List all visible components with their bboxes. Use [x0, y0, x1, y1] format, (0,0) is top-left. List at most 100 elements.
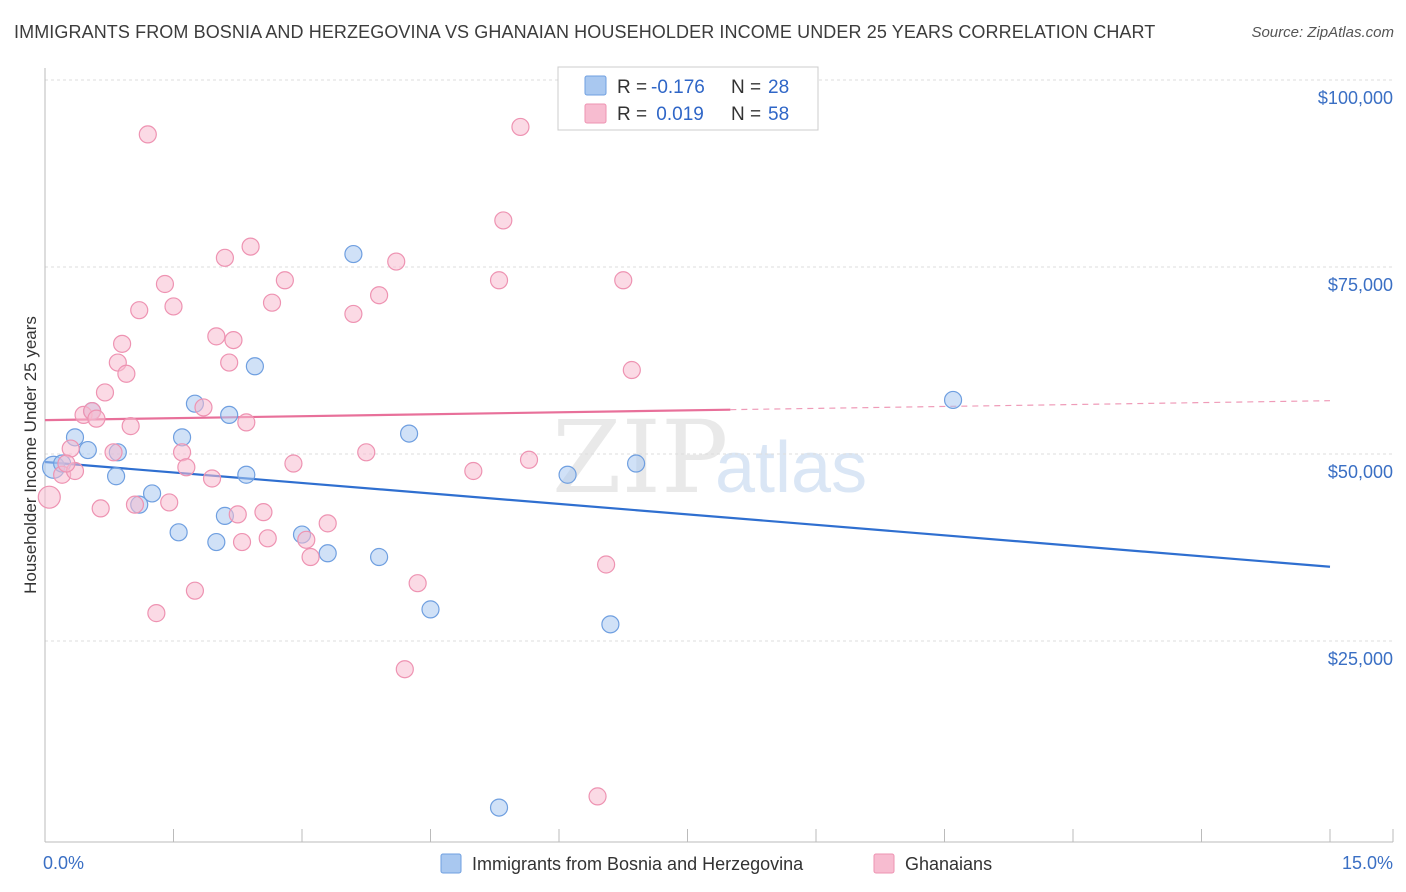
ghanaian-point-19 [172, 443, 192, 462]
bosnia-point-24 [943, 390, 963, 410]
bosnia-point-18 [399, 424, 419, 443]
ghanaian-point-40 [370, 286, 389, 305]
y-axis-title: Householder Income Under 25 years [21, 316, 40, 594]
bosnia-point-25 [78, 440, 97, 460]
bosnia-point-6 [142, 484, 162, 503]
ghanaian-point-6 [91, 499, 110, 518]
y-tick-label: $25,000 [1328, 649, 1393, 669]
ghanaian-point-39 [357, 443, 376, 462]
chart-title: IMMIGRANTS FROM BOSNIA AND HERZEGOVINA V… [14, 22, 1156, 42]
legend-r-value-1: -0.176 [651, 77, 705, 98]
legend-swatch-pink [584, 103, 607, 124]
ghanaian-point-33 [262, 293, 282, 312]
ghanaian-point-26 [220, 353, 239, 372]
ghanaian-point-7 [95, 383, 115, 402]
ghanaian-point-12 [121, 417, 140, 436]
bosnia-point-9 [207, 532, 226, 552]
ghanaian-point-29 [237, 413, 256, 432]
axes [44, 68, 1394, 843]
ghanaian-point-21 [185, 581, 205, 600]
ghanaian-point-20 [177, 458, 196, 477]
ghanaian-point-17 [155, 274, 175, 294]
ghanaian-point-0 [37, 485, 61, 509]
ghanaian-point-8 [104, 443, 123, 462]
ghanaian-point-54 [87, 409, 106, 428]
y-tick-label: $75,000 [1328, 275, 1393, 295]
ghanaian-point-24 [207, 327, 226, 346]
bosnia-point-17 [370, 547, 389, 567]
ghanaian-point-38 [344, 304, 363, 324]
watermark-atlas: atlas [715, 428, 867, 508]
y-tick-labels: $25,000 $50,000 $75,000 $100,000 [1318, 88, 1393, 669]
bosnia-point-22 [601, 615, 620, 634]
series-legend: Immigrants from Bosnia and Herzegovina G… [440, 853, 992, 874]
ghanaian-point-49 [588, 787, 607, 806]
legend-n-label-2: N = [731, 104, 761, 125]
ghanaian-point-22 [194, 398, 213, 417]
ghanaian-point-16 [147, 604, 166, 623]
ghanaian-point-23 [202, 469, 222, 488]
ghanaian-point-52 [622, 360, 641, 380]
ghanaian-point-18 [164, 297, 183, 316]
ghanaian-point-51 [614, 271, 633, 290]
ghanaian-point-55 [160, 493, 179, 512]
chart-source: Source: ZipAtlas.com [1251, 24, 1394, 41]
ghanaian-point-15 [138, 125, 157, 144]
ghanaian-point-48 [519, 450, 539, 469]
bosnia-point-12 [237, 465, 256, 484]
series-legend-label-2: Ghanaians [905, 854, 992, 874]
y-tick-label: $100,000 [1318, 88, 1393, 108]
legend-n-value-1: 28 [768, 77, 789, 98]
bosnia-point-16 [344, 244, 363, 264]
legend-n-value-2: 58 [768, 104, 789, 125]
correlation-legend: R = -0.176 N = 28 R = 0.019 N = 58 [557, 66, 819, 131]
x-tick-label-min: 0.0% [43, 853, 84, 873]
legend-swatch-blue [584, 75, 607, 96]
x-tick-label-max: 15.0% [1342, 853, 1393, 873]
bosnia-trend-line [44, 460, 1331, 568]
ghanaian-point-42 [395, 660, 414, 679]
ghanaian-point-57 [297, 530, 316, 549]
ghanaian-point-30 [241, 237, 260, 256]
ghanaian-point-46 [494, 211, 513, 230]
ghanaian-point-43 [408, 574, 427, 593]
bosnia-point-15 [318, 544, 337, 563]
bosnia-point-11 [220, 405, 239, 424]
ghanaian-point-35 [284, 454, 303, 473]
bosnia-point-27 [169, 523, 188, 542]
ghanaian-point-56 [228, 505, 247, 524]
ghanaian-point-44 [464, 461, 483, 481]
y-tick-label: $50,000 [1328, 462, 1393, 482]
legend-r-label-2: R = [617, 104, 647, 125]
ghanaian-point-11 [117, 364, 136, 383]
ghanaian-point-25 [215, 248, 234, 267]
bosnia-point-13 [245, 357, 264, 376]
ghanaian-point-2 [61, 439, 80, 458]
ghanaian-point-13 [125, 495, 145, 514]
series-legend-label-1: Immigrants from Bosnia and Herzegovina [472, 854, 804, 874]
ghanaian-point-28 [232, 532, 252, 552]
legend-r-value-2: 0.019 [651, 104, 704, 125]
legend-r-label-1: R = [617, 77, 647, 98]
trend-lines [44, 400, 1331, 568]
legend-n-label-1: N = [731, 77, 761, 98]
ghanaian-trend-line [44, 408, 731, 422]
grid-lines [45, 79, 1393, 642]
bosnia-point-19 [421, 600, 440, 619]
bosnia-point-23 [626, 454, 646, 473]
ghanaian-trend-line-extension [730, 400, 1331, 411]
ghanaian-point-31 [254, 503, 273, 522]
ghanaian-point-14 [130, 301, 149, 320]
bosnia-point-20 [489, 798, 509, 817]
ghanaian-point-27 [224, 331, 243, 350]
ghanaian-point-41 [387, 252, 406, 271]
ghanaian-point-45 [489, 271, 509, 290]
ghanaian-point-10 [112, 334, 132, 353]
ghanaian-point-47 [511, 117, 530, 137]
ghanaian-point-37 [318, 514, 337, 533]
bosnia-point-26 [107, 467, 126, 486]
ghanaian-point-53 [57, 454, 76, 473]
bosnia-point-21 [558, 465, 577, 484]
series-legend-swatch-pink [873, 853, 895, 874]
